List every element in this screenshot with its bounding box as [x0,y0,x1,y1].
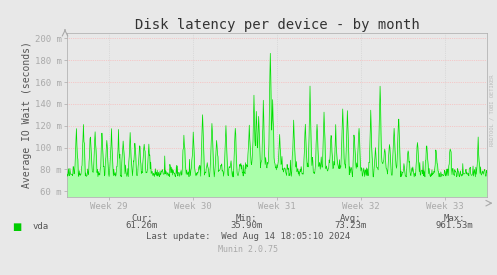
Text: 35.90m: 35.90m [230,221,262,230]
Text: 73.23m: 73.23m [334,221,366,230]
Text: Munin 2.0.75: Munin 2.0.75 [219,245,278,254]
Text: ■: ■ [12,222,22,232]
Y-axis label: Average IO Wait (seconds): Average IO Wait (seconds) [22,41,32,188]
Text: Avg:: Avg: [339,214,361,223]
Text: Min:: Min: [235,214,257,223]
Text: Cur:: Cur: [131,214,153,223]
Text: vda: vda [32,222,48,231]
Text: RRDTOOL / TOBI OETIKER: RRDTOOL / TOBI OETIKER [490,74,495,146]
Text: 61.26m: 61.26m [126,221,158,230]
Title: Disk latency per device - by month: Disk latency per device - by month [135,18,419,32]
Text: 961.53m: 961.53m [436,221,474,230]
Text: Max:: Max: [444,214,466,223]
Text: Last update:  Wed Aug 14 18:05:10 2024: Last update: Wed Aug 14 18:05:10 2024 [147,232,350,241]
